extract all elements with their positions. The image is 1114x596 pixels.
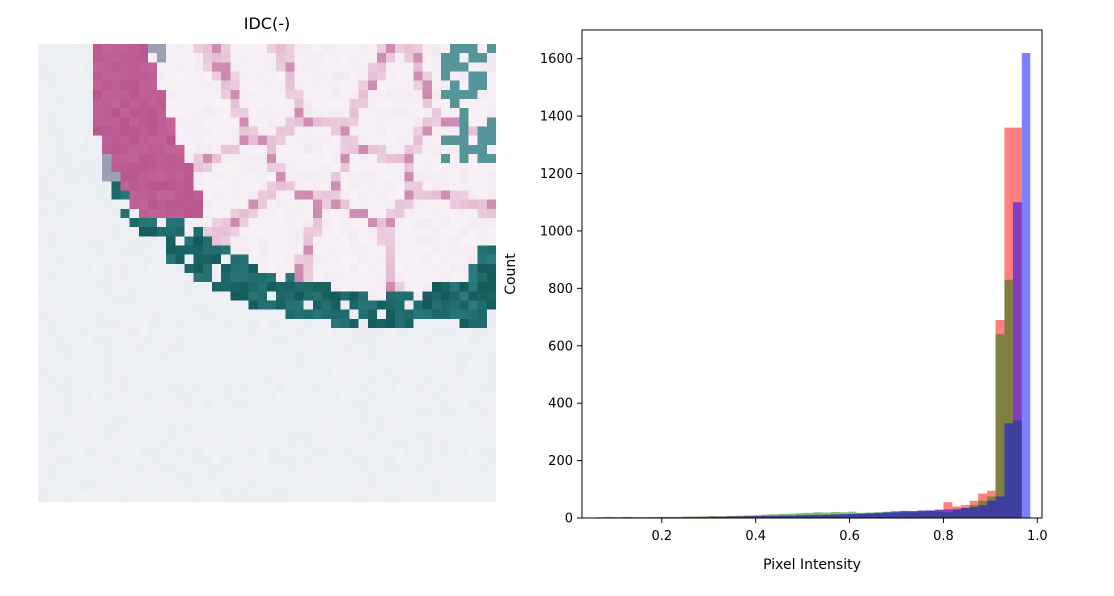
histogram-bar [995,334,1005,518]
x-tick-label: 0.6 [839,529,860,544]
histogram-bar [934,509,944,518]
histogram-bar [787,515,797,518]
histogram-bar [821,514,831,518]
y-axis-ticks: 0 200 400 600 800 1000 1200 1400 1600 [540,52,582,527]
histogram-bars [596,52,1031,518]
y-tick-label: 1600 [540,52,573,67]
histogram-bar [969,507,979,518]
histogram-bar [752,516,762,518]
histogram-bar [735,516,744,518]
x-tick-label: 0.8 [933,529,954,544]
y-axis-label: Count [503,253,519,295]
histogram-bar [665,516,675,518]
histogram-bar [813,515,822,518]
series-0 [596,127,1022,518]
histogram-bar [761,515,770,518]
y-tick-label: 1200 [540,167,573,182]
histogram-bar [769,515,779,518]
y-tick-label: 0 [565,512,573,527]
histogram-bar [717,516,727,518]
histogram-bar [891,511,901,518]
x-tick-label: 0.2 [651,529,672,544]
histogram-bar [726,516,736,518]
x-axis-ticks: 0.2 0.4 0.6 0.8 1.0 [651,518,1048,544]
tissue-patch-image [38,44,496,502]
x-axis-label: Pixel Intensity [763,557,861,573]
histogram-bar [917,510,927,518]
histogram-bar [952,508,961,518]
histogram-bar [1012,202,1022,518]
histogram-bar [900,511,909,518]
y-tick-label: 800 [548,282,573,297]
x-tick-label: 1.0 [1027,529,1048,544]
y-tick-label: 200 [548,454,573,469]
y-tick-label: 600 [548,339,573,354]
histogram-bar [796,515,805,518]
histogram-bar [882,512,892,518]
histogram-bar [778,515,788,518]
histogram-bar [839,514,849,518]
histogram-bar [1004,423,1013,518]
histogram-bar [960,507,970,518]
histogram-bar [873,512,883,518]
histogram-bar [865,513,874,518]
histogram-bar [804,515,814,518]
image-title: IDC(-) [243,14,291,33]
x-tick-label: 0.4 [745,529,766,544]
y-tick-label: 1000 [540,224,573,239]
histogram-bar [848,513,857,518]
histogram-bar [995,496,1005,518]
y-tick-label: 1400 [540,110,573,125]
histogram-bar [943,509,953,518]
series-2 [648,52,1031,518]
histogram-bar [743,516,753,518]
histogram-bar [830,514,840,518]
histogram-bar [987,500,996,518]
y-tick-label: 400 [548,397,573,412]
histogram-bar [926,510,935,518]
series-1 [596,279,1022,518]
histogram-bar [978,505,988,518]
histogram-bar [709,516,718,518]
histogram-bar [1021,52,1031,518]
histogram-bar [856,513,866,518]
axes-frame [581,29,1043,519]
histogram-bar [908,511,918,518]
histogram-bar [1004,279,1013,518]
